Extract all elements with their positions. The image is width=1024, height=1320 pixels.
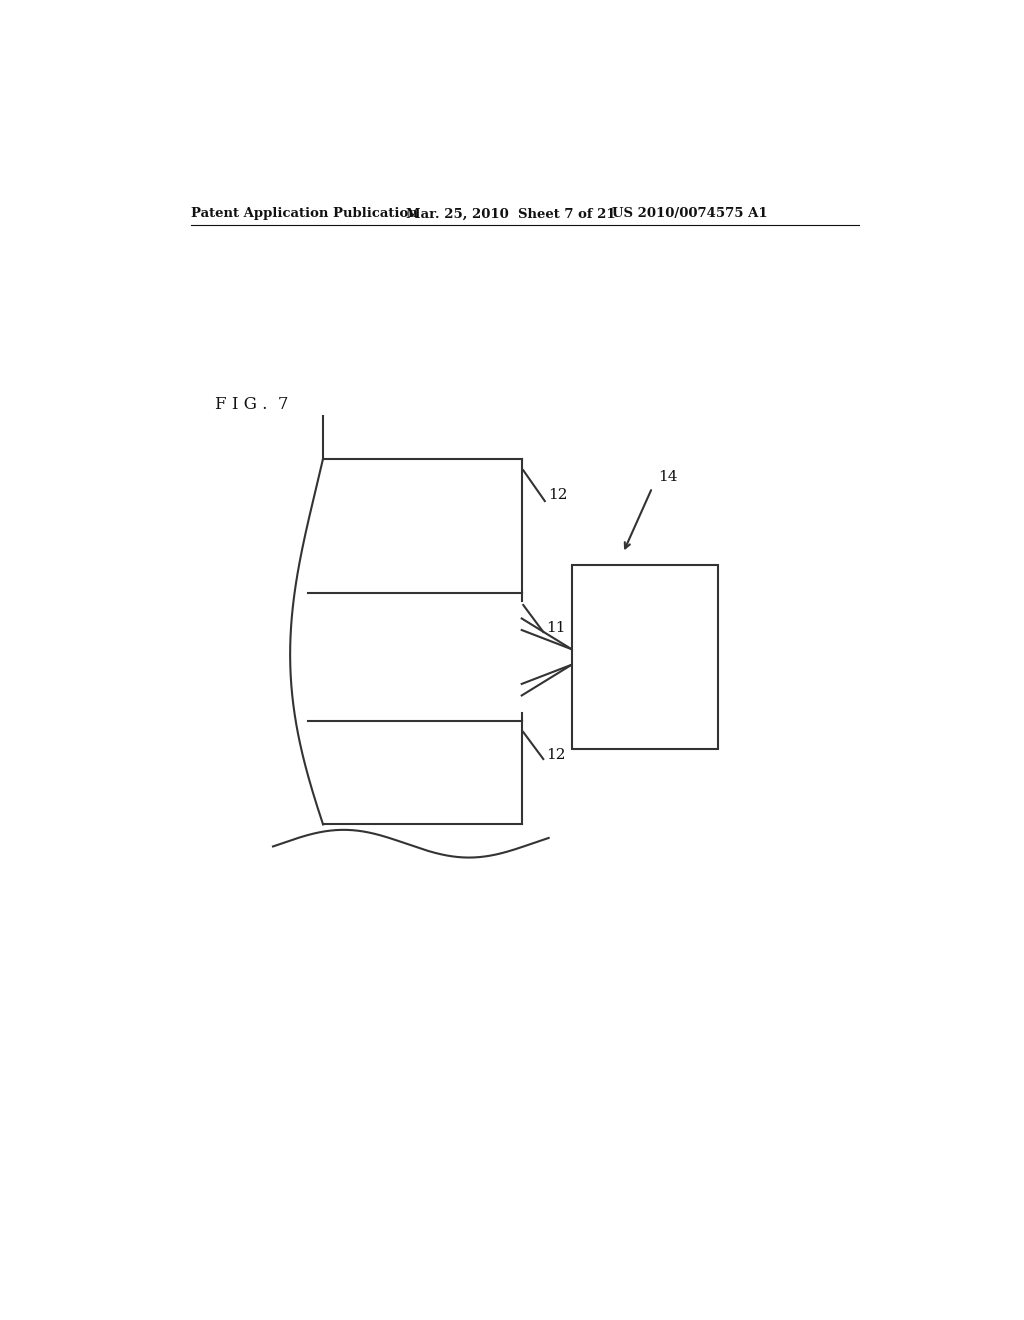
Text: 12: 12 (548, 488, 567, 502)
Text: 11: 11 (547, 622, 566, 635)
Text: 12: 12 (547, 748, 566, 762)
Text: F I G .  7: F I G . 7 (215, 396, 289, 413)
Text: Mar. 25, 2010  Sheet 7 of 21: Mar. 25, 2010 Sheet 7 of 21 (407, 207, 615, 220)
Text: US 2010/0074575 A1: US 2010/0074575 A1 (611, 207, 767, 220)
Text: Patent Application Publication: Patent Application Publication (190, 207, 418, 220)
Text: 14: 14 (658, 470, 678, 483)
Bar (571, 565, 718, 750)
